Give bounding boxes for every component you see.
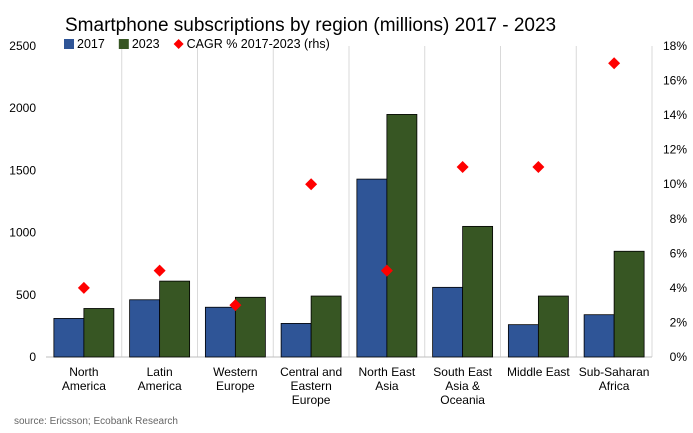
bar-2017-0	[53, 318, 85, 358]
category-label-line: Europe	[292, 393, 331, 407]
category-label-line: Europe	[216, 379, 255, 393]
category-label-5: South East Asia & Oceania	[433, 365, 492, 407]
bar-2023-7	[613, 250, 645, 358]
left-axis-tick-label: 1000	[9, 226, 36, 240]
category-label-0: North America	[62, 365, 106, 393]
category-label-line: South East	[433, 365, 492, 379]
bar-2023-6	[537, 295, 569, 358]
right-axis-tick-label: 14%	[663, 108, 687, 122]
bar-2017-7	[583, 314, 615, 358]
source-note: source: Ericsson; Ecobank Research	[14, 416, 178, 427]
category-label-line: Latin	[147, 365, 173, 379]
cagr-marker-3	[305, 178, 318, 191]
bar-2017-1	[129, 299, 161, 358]
legend-label: 2017	[77, 37, 105, 51]
left-axis-tick-label: 0	[29, 350, 36, 364]
category-label-4: North East Asia	[359, 365, 416, 393]
category-label-line: Eastern	[290, 379, 331, 393]
right-axis-tick-label: 8%	[670, 212, 688, 226]
bar-2023-0	[83, 308, 115, 358]
category-label-line: Middle East	[507, 365, 570, 379]
bar-2023-1	[159, 280, 191, 358]
right-axis-tick-label: 0%	[670, 350, 688, 364]
left-axis-tick-label: 2500	[9, 39, 36, 53]
category-label-3: Central and Eastern Europe	[280, 365, 342, 407]
legend-swatch-2023	[118, 39, 129, 49]
category-label-line: America	[62, 379, 106, 393]
bar-2023-2	[234, 296, 266, 358]
right-axis-tick-label: 16%	[663, 74, 687, 88]
right-axis-ticks: 0% 2% 4% 6% 8% 10% 12% 14% 16% 18%	[663, 39, 687, 364]
bar-2017-3	[280, 323, 312, 358]
bar-2023-5	[462, 225, 494, 358]
category-label-line: Central and	[280, 365, 342, 379]
right-axis-tick-label: 10%	[663, 177, 687, 191]
cagr-marker-5	[456, 160, 469, 173]
cagr-markers-group	[77, 57, 621, 312]
right-axis-tick-label: 12%	[663, 143, 687, 157]
cagr-marker-0	[77, 281, 90, 294]
bars-group	[53, 114, 645, 358]
left-axis-tick-label: 1500	[9, 163, 36, 177]
bar-2017-6	[507, 324, 539, 358]
right-axis-tick-label: 2%	[670, 315, 688, 329]
right-axis-tick-label: 6%	[670, 246, 688, 260]
cagr-marker-6	[532, 160, 545, 173]
bar-2023-3	[310, 295, 342, 358]
legend-swatch-cagr	[173, 39, 184, 49]
category-label-line: Africa	[599, 379, 630, 393]
left-axis-tick-label: 500	[16, 288, 36, 302]
category-label-6: Middle East	[507, 365, 570, 379]
category-label-line: Asia	[375, 379, 399, 393]
category-label-line: Sub-Saharan	[579, 365, 650, 379]
category-label-line: North	[69, 365, 98, 379]
bar-2017-2	[204, 306, 236, 358]
bar-2023-4	[386, 114, 418, 358]
legend-swatch-2017	[64, 39, 74, 49]
legend: 2017 2023 CAGR % 2017-2023 (rhs)	[64, 37, 330, 51]
category-label-7: Sub-Saharan Africa	[579, 365, 650, 393]
legend-label: CAGR % 2017-2023 (rhs)	[187, 37, 330, 51]
chart-title: Smartphone subscriptions by region (mill…	[65, 15, 556, 36]
legend-label: 2023	[132, 37, 160, 51]
bar-2017-4	[356, 178, 388, 358]
category-label-line: Asia &	[445, 379, 480, 393]
category-label-line: North East	[359, 365, 416, 379]
category-label-line: Western	[213, 365, 257, 379]
category-label-line: America	[138, 379, 182, 393]
left-axis-ticks: 0 500 1000 1500 2000 2500	[9, 39, 36, 364]
category-label-2: Western Europe	[213, 365, 257, 393]
cagr-marker-4	[380, 264, 393, 277]
category-label-1: Latin America	[138, 365, 182, 393]
cagr-marker-1	[153, 264, 166, 277]
category-label-line: Oceania	[440, 393, 485, 407]
cagr-marker-7	[608, 57, 621, 70]
right-axis-tick-label: 4%	[670, 281, 688, 295]
cagr-marker-2	[229, 299, 242, 312]
left-axis-tick-label: 2000	[9, 101, 36, 115]
right-axis-tick-label: 18%	[663, 39, 687, 53]
bar-2017-5	[432, 286, 464, 358]
